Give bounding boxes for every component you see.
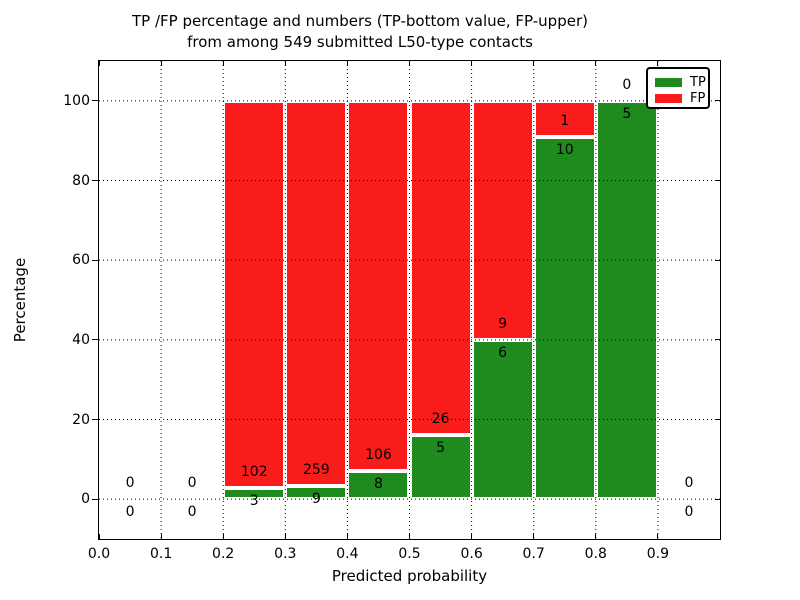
y-tick-label: 20 bbox=[72, 411, 90, 428]
tp-count-label: 0 bbox=[187, 504, 197, 521]
chart-title-line1: TP /FP percentage and numbers (TP-bottom… bbox=[132, 12, 588, 30]
x-tick-label: 0.5 bbox=[398, 546, 421, 562]
x-tick-top bbox=[657, 61, 659, 66]
x-tick-label: 0.4 bbox=[336, 546, 359, 562]
x-tick-label: 0.2 bbox=[212, 546, 235, 562]
bar-segment-fp bbox=[471, 100, 534, 340]
legend-entry-tp: TP bbox=[655, 74, 708, 90]
x-tick-bottom bbox=[98, 534, 100, 539]
tp-count-label: 5 bbox=[436, 439, 446, 456]
bar-segment-tp bbox=[533, 137, 596, 500]
bar-segment-tp bbox=[347, 471, 410, 500]
x-tick-top bbox=[284, 61, 286, 66]
y-tick-left bbox=[92, 419, 99, 420]
x-tick-bottom bbox=[595, 534, 597, 539]
bar-segment-fp bbox=[285, 100, 348, 486]
x-tick-bottom bbox=[471, 534, 473, 539]
fp-count-label: 106 bbox=[365, 447, 392, 464]
x-axis-label: Predicted probability bbox=[331, 567, 488, 585]
bar-segment-fp bbox=[347, 100, 410, 472]
y-tick-right bbox=[715, 339, 720, 341]
tp-count-label: 9 bbox=[311, 490, 321, 507]
legend-swatch-fp bbox=[655, 93, 682, 103]
y-tick-label: 80 bbox=[72, 172, 90, 189]
fp-count-label: 102 bbox=[240, 463, 268, 480]
fp-count-label: 0 bbox=[622, 76, 632, 93]
bar-segment-tp bbox=[223, 487, 286, 500]
y-tick-left bbox=[92, 100, 99, 102]
y-tick-right bbox=[715, 180, 720, 181]
tp-count-label: 3 bbox=[249, 492, 259, 509]
y-tick-left bbox=[92, 259, 99, 261]
x-tick-bottom bbox=[160, 534, 162, 539]
tp-count-label: 5 bbox=[622, 105, 632, 122]
x-tick-top bbox=[98, 61, 100, 66]
legend-label-tp: TP bbox=[690, 74, 706, 90]
x-tick-top bbox=[409, 61, 410, 66]
y-tick-left bbox=[92, 339, 99, 341]
fp-count-label: 259 bbox=[302, 461, 330, 478]
y-tick-right bbox=[715, 498, 720, 500]
tp-count-label: 10 bbox=[555, 142, 574, 159]
y-tick-right bbox=[715, 100, 720, 102]
bar-segment-tp bbox=[595, 100, 658, 500]
tp-count-label: 0 bbox=[125, 504, 135, 521]
fp-count-label: 1 bbox=[560, 113, 570, 130]
x-tick-label: 0.3 bbox=[274, 546, 297, 562]
x-tick-label: 0.8 bbox=[584, 546, 607, 562]
bar-segment-fp bbox=[533, 100, 596, 138]
x-tick-bottom bbox=[222, 534, 224, 539]
bar-segment-tp bbox=[285, 485, 348, 500]
y-tick-label: 0 bbox=[81, 491, 90, 508]
y-tick-left bbox=[92, 180, 99, 181]
x-tick-label: 0.1 bbox=[149, 546, 173, 562]
x-tick-bottom bbox=[533, 534, 535, 539]
x-tick-top bbox=[595, 61, 597, 66]
y-tick-label: 100 bbox=[63, 92, 90, 109]
x-tick-bottom bbox=[657, 534, 659, 539]
fp-count-label: 0 bbox=[125, 475, 135, 492]
x-tick-top bbox=[222, 61, 224, 66]
tp-count-label: 6 bbox=[498, 344, 508, 361]
x-tick-label: 0.6 bbox=[460, 546, 483, 562]
bar-segment-tp bbox=[409, 434, 472, 500]
x-tick-top bbox=[346, 61, 348, 66]
legend-label-fp: FP bbox=[690, 90, 706, 106]
fp-count-label: 26 bbox=[431, 410, 450, 427]
bar-segment-tp bbox=[471, 339, 534, 500]
legend-entry-fp: FP bbox=[655, 90, 708, 106]
x-tick-bottom bbox=[346, 534, 348, 539]
fp-count-label: 9 bbox=[498, 315, 508, 332]
x-tick-top bbox=[533, 61, 535, 66]
y-tick-right bbox=[715, 259, 720, 261]
plot-area: 0 0 0 0 102 3 259 9 106 8 26 5 9 6 1 10 0 5 0 0 TP FP bbox=[98, 60, 721, 540]
x-tick-top bbox=[471, 61, 473, 66]
y-axis-label: Percentage bbox=[11, 257, 29, 343]
chart-title-line2: from among 549 submitted L50-type contac… bbox=[187, 33, 533, 51]
chart-title: TP /FP percentage and numbers (TP-bottom… bbox=[30, 11, 690, 53]
legend: TP FP bbox=[646, 67, 710, 109]
x-tick-bottom bbox=[409, 534, 410, 539]
x-tick-top bbox=[160, 61, 162, 66]
y-tick-label: 60 bbox=[72, 252, 90, 269]
bar-segment-fp bbox=[223, 100, 286, 488]
y-tick-left bbox=[92, 498, 99, 500]
tp-count-label: 8 bbox=[373, 476, 383, 493]
x-tick-label: 0.0 bbox=[87, 546, 111, 562]
bar-segment-fp bbox=[409, 100, 472, 435]
legend-swatch-tp bbox=[655, 77, 682, 87]
x-tick-bottom bbox=[284, 534, 286, 539]
tp-count-label: 0 bbox=[684, 504, 694, 521]
x-tick-label: 0.9 bbox=[646, 546, 670, 562]
x-tick-label: 0.7 bbox=[522, 546, 545, 562]
fp-count-label: 0 bbox=[187, 475, 197, 492]
fp-count-label: 0 bbox=[684, 475, 694, 492]
y-tick-right bbox=[715, 419, 720, 420]
y-tick-label: 40 bbox=[72, 331, 90, 348]
